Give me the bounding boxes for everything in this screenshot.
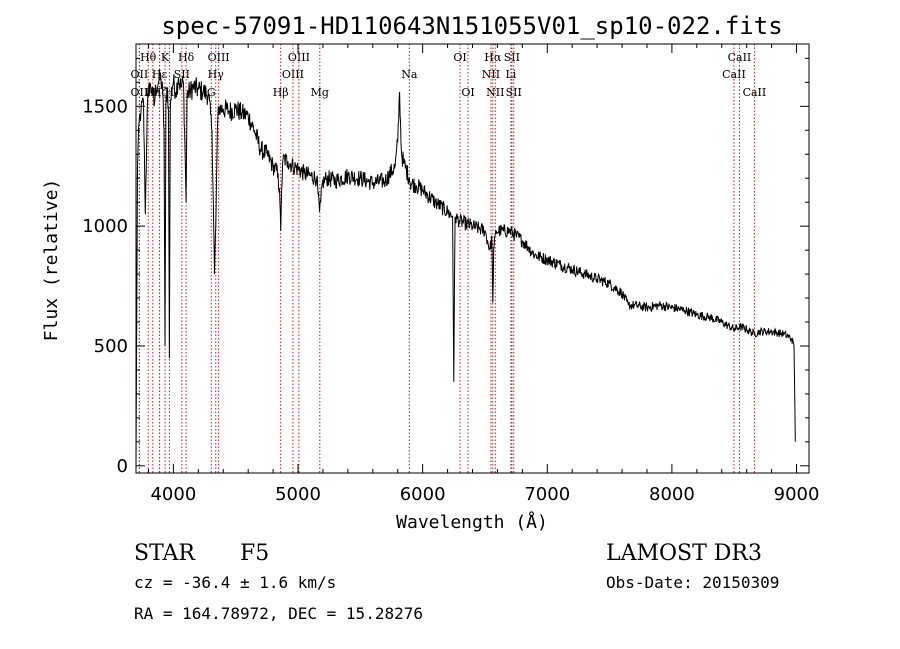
x-tick-label: 6000: [400, 484, 446, 505]
chart-title: spec-57091-HD110643N151055V01_sp10-022.f…: [161, 12, 782, 40]
marker-label: OI: [461, 86, 474, 99]
y-tick-label: 1000: [82, 216, 128, 237]
object-subclass: F5: [240, 541, 269, 566]
marker-label: OIII: [208, 51, 230, 64]
series-line-spectrum: [135, 69, 796, 466]
plot-frame: [135, 43, 810, 474]
x-tick-label: 8000: [649, 484, 695, 505]
y-tick-label: 500: [94, 336, 128, 357]
marker-label: NII: [482, 68, 500, 81]
x-tick-label: 4000: [150, 484, 196, 505]
marker-label: CaII: [722, 68, 746, 81]
marker-label: SII: [504, 51, 520, 64]
x-tick-label: 7000: [524, 484, 570, 505]
x-tick-label: 5000: [275, 484, 321, 505]
object-class: STAR: [134, 541, 196, 566]
marker-label: Hγ: [208, 68, 225, 81]
marker-label: OI: [453, 51, 466, 64]
marker-label: Hθ: [140, 51, 157, 64]
marker-label: CaII: [728, 51, 752, 64]
marker-label: Mg: [311, 86, 329, 99]
marker-label: SII: [174, 68, 190, 81]
marker-label: Hα: [484, 51, 502, 64]
marker-label: CaII: [743, 86, 767, 99]
x-tick-label: 9000: [774, 484, 820, 505]
marker-label: Li: [505, 68, 516, 81]
marker-label: OIII: [288, 51, 310, 64]
marker-label: Hβ: [273, 86, 289, 99]
marker-label: K: [161, 51, 170, 64]
observation-date: Obs-Date: 20150309: [606, 573, 779, 592]
y-tick-label: 1500: [82, 96, 128, 117]
redshift-cz: cz = -36.4 ± 1.6 km/s: [134, 573, 336, 592]
marker-label: Na: [401, 68, 418, 81]
coordinates: RA = 164.78972, DEC = 15.28276: [134, 604, 423, 623]
marker-label: NII: [486, 86, 504, 99]
x-axis-label: Wavelength (Å): [396, 511, 548, 533]
marker-label: OII: [131, 68, 149, 81]
marker-label: SII: [506, 86, 522, 99]
x-axis: 4000 5000 6000 7000 8000 9000: [147, 44, 820, 505]
marker-label: OII: [131, 86, 149, 99]
y-axis-label: Flux (relative): [41, 179, 62, 342]
marker-label: Hδ: [178, 51, 195, 64]
marker-label: H: [165, 86, 175, 99]
marker-label: G: [207, 86, 216, 99]
y-axis: 0 500 1000 1500: [82, 57, 809, 477]
y-tick-label: 0: [117, 456, 128, 477]
survey-name: LAMOST DR3: [606, 541, 762, 566]
marker-label: OIII: [282, 68, 304, 81]
